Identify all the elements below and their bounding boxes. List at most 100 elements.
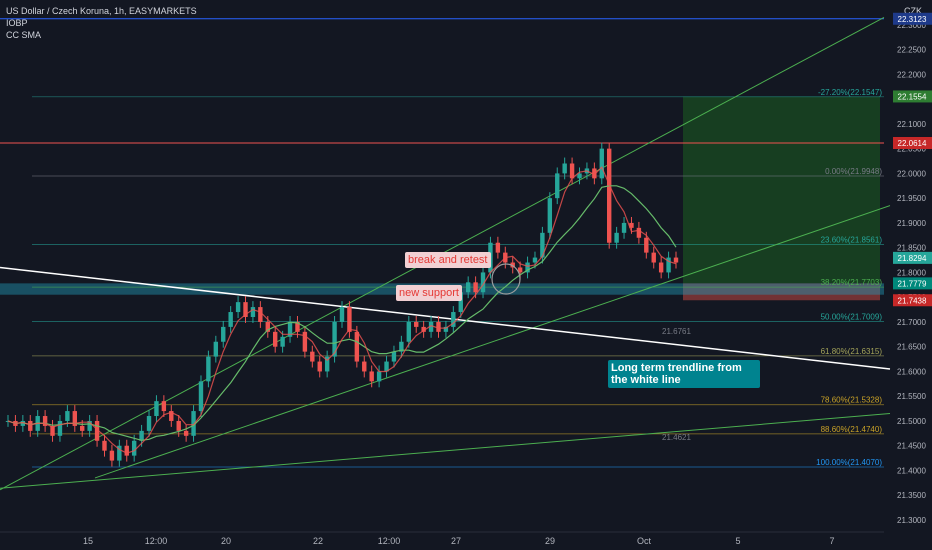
indicator-iobp: IOBP	[6, 18, 28, 28]
price-badge-label: 22.0614	[898, 139, 927, 148]
candle-body	[421, 326, 426, 332]
candle-body	[414, 321, 419, 327]
break-and-retest-label: break and retest	[405, 252, 491, 268]
candle-body	[540, 232, 545, 258]
candle-body	[347, 307, 352, 332]
candle-body	[465, 282, 471, 293]
candle-body	[213, 341, 219, 357]
candle-body	[629, 222, 634, 228]
candle-body	[547, 198, 553, 233]
candle-body	[139, 430, 144, 441]
fib-label: 61.80%(21.6315)	[821, 347, 883, 356]
candle-body	[310, 351, 315, 362]
candle-body	[391, 351, 397, 362]
candle-body	[80, 425, 85, 431]
candle-body	[621, 222, 627, 233]
candle-body	[206, 356, 211, 382]
indicator-cc-sma: CC SMA	[6, 30, 42, 40]
candle-body	[273, 331, 278, 347]
trendline-note: Long term trendline from the white line	[608, 360, 760, 388]
candle-body	[87, 420, 92, 431]
level-label: 21.4621	[662, 433, 691, 442]
y-tick-label: 21.3000	[897, 516, 926, 525]
candle-body	[324, 356, 330, 372]
candle-body	[250, 307, 256, 317]
candle-body	[362, 361, 367, 372]
candle-body	[517, 267, 523, 273]
candle-body	[443, 326, 449, 332]
y-tick-label: 21.5500	[897, 392, 926, 401]
candle-body	[532, 257, 538, 263]
candle-body	[495, 242, 501, 253]
candle-body	[614, 232, 619, 243]
iobp-line	[7, 166, 677, 454]
y-tick-label: 22.1000	[897, 120, 926, 129]
candle-body	[198, 381, 204, 412]
candle-body	[131, 440, 137, 456]
long-green-trendline	[0, 413, 891, 489]
level-label: 21.6761	[662, 327, 691, 336]
price-badge	[893, 294, 932, 307]
x-tick-label: 20	[221, 536, 231, 546]
fib-label: 38.20%(21.7703)	[821, 278, 883, 287]
candle-body	[317, 361, 322, 372]
y-tick-label: 22.2000	[897, 70, 926, 79]
price-badge-label: 21.8294	[898, 254, 927, 263]
price-badge	[893, 136, 932, 149]
candle-body	[295, 321, 300, 332]
candle-body	[124, 445, 129, 456]
price-badge-label: 21.7438	[898, 296, 927, 305]
candle-body	[599, 148, 604, 179]
candle-body	[154, 401, 159, 417]
y-tick-label: 22.3000	[897, 21, 926, 30]
candle-body	[399, 341, 404, 352]
x-tick-label: 29	[545, 536, 555, 546]
candle-body	[302, 331, 308, 352]
candle-body	[577, 173, 582, 179]
price-badge	[893, 12, 932, 25]
price-badge-label: 21.7779	[898, 279, 927, 288]
candle-body	[109, 450, 115, 461]
price-badge	[893, 90, 932, 103]
y-tick-label: 21.6000	[897, 367, 926, 376]
candle-body	[651, 252, 656, 263]
fib-label: 88.60%(21.4740)	[821, 425, 883, 434]
candle-body	[376, 371, 382, 382]
fib-label: 0.00%(21.9948)	[825, 167, 882, 176]
y-tick-label: 21.8000	[897, 268, 926, 277]
candle-body	[146, 416, 152, 431]
x-tick-label: Oct	[637, 536, 652, 546]
candle-body	[102, 440, 107, 451]
currency-label: CZK	[904, 6, 922, 16]
lower-channel-line	[94, 205, 891, 479]
candle-body	[65, 411, 70, 421]
x-tick-label: 7	[829, 536, 834, 546]
y-tick-label: 21.4500	[897, 442, 926, 451]
candle-body	[607, 148, 612, 243]
candle-body	[42, 416, 48, 426]
price-badge-label: 22.1554	[898, 92, 927, 101]
candle-body	[555, 173, 560, 199]
price-badge	[893, 251, 932, 264]
sma-line	[7, 185, 677, 441]
candle-body	[183, 430, 189, 436]
candle-body	[436, 321, 441, 332]
y-tick-label: 21.3500	[897, 491, 926, 500]
candle-body	[369, 371, 374, 382]
y-tick-label: 21.5000	[897, 417, 926, 426]
candle-body	[384, 361, 389, 372]
candle-body	[569, 163, 575, 179]
fib-label: 100.00%(21.4070)	[816, 458, 882, 467]
candle-body	[20, 420, 26, 426]
candle-body	[57, 420, 63, 436]
stop-zone	[683, 283, 880, 301]
candle-body	[235, 302, 241, 313]
candle-body	[525, 262, 530, 273]
candle-body	[28, 420, 33, 431]
candle-body	[117, 445, 122, 461]
candle-body	[644, 237, 649, 253]
candle-body	[94, 420, 100, 441]
y-tick-label: 22.0000	[897, 169, 926, 178]
candle-body	[428, 321, 434, 332]
